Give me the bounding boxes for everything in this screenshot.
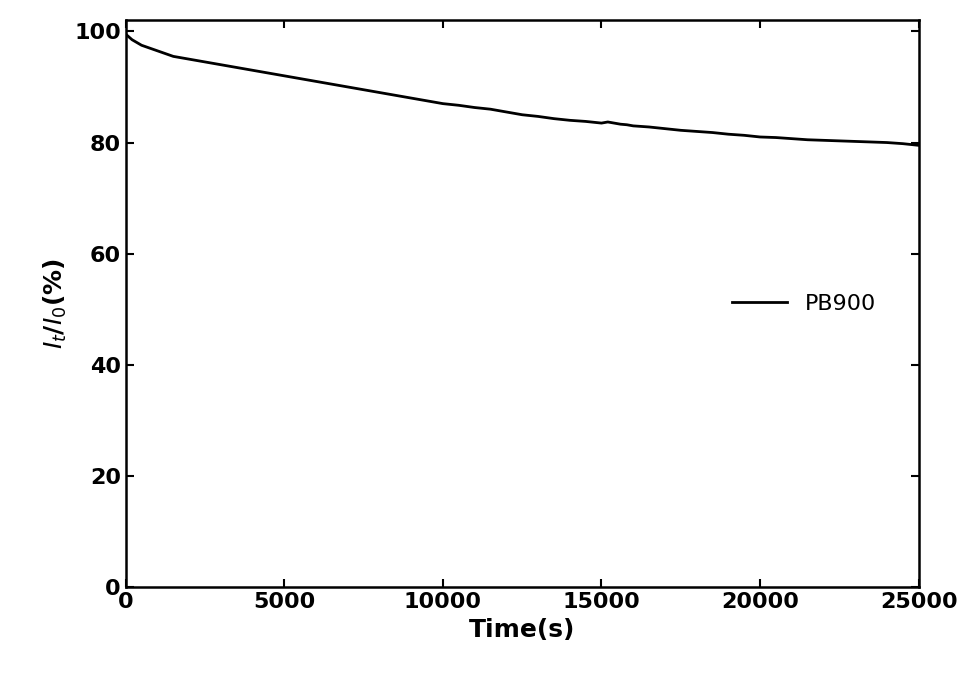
PB900 [263, 69, 275, 77]
X-axis label: Time(s): Time(s) [469, 618, 575, 642]
PB900 [120, 30, 132, 38]
PB900 [199, 58, 211, 66]
Y-axis label: $I_t$/$I_0$(%): $I_t$/$I_0$(%) [42, 259, 69, 349]
PB900 [818, 136, 830, 144]
PB900 [897, 140, 909, 148]
PB900 [422, 97, 433, 105]
Line: PB900: PB900 [126, 34, 919, 145]
Legend: PB900: PB900 [723, 285, 886, 323]
PB900 [310, 78, 322, 86]
PB900 [913, 141, 924, 149]
